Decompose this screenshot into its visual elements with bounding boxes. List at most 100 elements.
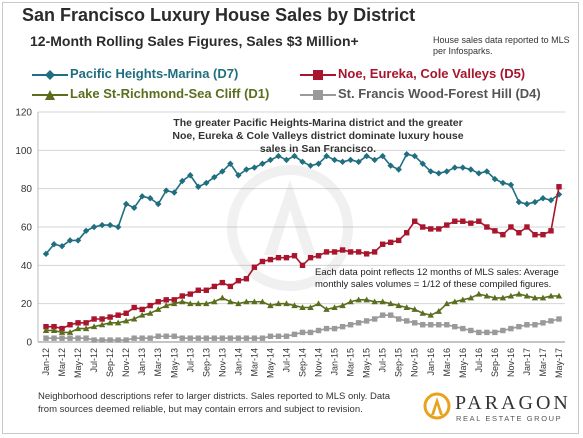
data-point xyxy=(379,298,386,305)
x-tick-label: Sep-15 xyxy=(394,348,404,377)
data-point xyxy=(291,302,298,309)
data-point xyxy=(130,204,138,212)
data-point xyxy=(187,300,194,307)
data-point xyxy=(452,323,458,330)
data-point xyxy=(51,323,57,330)
data-point xyxy=(323,249,330,255)
data-point xyxy=(106,221,114,229)
data-point xyxy=(395,316,402,322)
data-point xyxy=(315,253,322,259)
data-point xyxy=(171,297,177,303)
data-point xyxy=(155,200,162,208)
data-point xyxy=(114,319,122,326)
data-point xyxy=(155,333,161,339)
data-point xyxy=(387,312,394,318)
x-tick-label: May-12 xyxy=(73,348,83,378)
data-point xyxy=(395,237,402,244)
data-point xyxy=(211,298,218,305)
x-tick-label: Jan-12 xyxy=(41,348,51,376)
data-point xyxy=(508,325,514,332)
data-point xyxy=(163,302,170,309)
data-point xyxy=(267,156,274,164)
data-point xyxy=(532,231,538,238)
data-point xyxy=(219,294,226,301)
x-tick-label: Mar-15 xyxy=(346,348,356,377)
data-point xyxy=(347,298,354,305)
legend-label-d5: Noe, Eureka, Cole Valleys (D5) xyxy=(338,66,526,81)
data-point xyxy=(114,223,122,231)
data-point xyxy=(195,287,201,293)
data-point xyxy=(307,162,314,169)
data-point xyxy=(155,299,161,305)
data-point xyxy=(403,150,410,158)
data-point xyxy=(203,179,210,187)
data-point xyxy=(452,218,458,224)
data-point xyxy=(403,304,410,310)
data-point xyxy=(475,290,483,297)
data-point xyxy=(315,300,322,307)
data-point xyxy=(51,335,57,341)
data-point xyxy=(275,333,282,339)
series-layer xyxy=(42,150,563,343)
data-point xyxy=(67,335,73,341)
chart-title: San Francisco Luxury House Sales by Dist… xyxy=(22,5,416,25)
data-point xyxy=(515,290,523,297)
data-point xyxy=(107,314,113,320)
data-point xyxy=(235,172,242,179)
legend-marker-d1 xyxy=(32,89,68,100)
data-point xyxy=(460,218,466,224)
data-point xyxy=(291,331,298,338)
y-tick-label: 100 xyxy=(15,146,32,157)
data-point xyxy=(90,223,98,231)
data-point xyxy=(98,321,106,328)
data-point xyxy=(404,230,410,236)
data-point xyxy=(515,198,523,206)
data-point xyxy=(371,316,378,322)
data-point xyxy=(355,320,362,326)
data-point xyxy=(331,156,338,164)
data-point xyxy=(211,283,218,290)
data-point xyxy=(548,318,554,324)
legend-marker-d7 xyxy=(32,69,68,80)
data-point xyxy=(147,195,154,202)
data-point xyxy=(500,327,506,334)
x-axis: Jan-12 Mar-12 May-12 Jul-12 Sep-12 Nov-12 Jan-… xyxy=(41,348,564,378)
data-point xyxy=(419,309,426,316)
data-point xyxy=(420,224,426,230)
x-tick-label: Mar-16 xyxy=(442,348,452,377)
data-point xyxy=(379,241,386,247)
data-point xyxy=(227,160,234,167)
series-1 xyxy=(42,150,563,258)
data-point xyxy=(468,327,474,334)
data-point xyxy=(243,166,250,173)
data-point xyxy=(115,312,121,318)
data-point xyxy=(531,294,539,301)
legend-label-d1: Lake St-Richmond-Sea Cliff (D1) xyxy=(70,86,270,101)
data-point xyxy=(227,283,234,290)
data-point xyxy=(547,196,555,204)
data-point xyxy=(460,325,466,332)
data-point xyxy=(411,306,418,312)
data-point xyxy=(484,329,490,336)
x-tick-label: Mar-13 xyxy=(153,348,163,377)
data-point xyxy=(419,160,426,167)
data-point xyxy=(243,335,250,341)
data-point xyxy=(130,315,138,322)
data-point xyxy=(404,318,410,324)
logo-name: PARAGON xyxy=(455,392,571,414)
data-point xyxy=(516,323,522,330)
data-point xyxy=(459,296,467,303)
data-point xyxy=(66,329,74,335)
data-point xyxy=(315,327,322,334)
data-point xyxy=(428,226,434,232)
data-point xyxy=(275,300,282,307)
data-point xyxy=(99,316,105,322)
data-point xyxy=(516,230,522,236)
legend-item-d4: St. Francis Wood-Forest Hill (D4) xyxy=(298,86,541,101)
data-point xyxy=(235,300,242,307)
y-axis: 0 20 40 60 80 100 120 xyxy=(15,108,32,349)
data-point xyxy=(539,294,547,301)
data-point xyxy=(195,335,201,341)
data-point xyxy=(267,302,274,309)
